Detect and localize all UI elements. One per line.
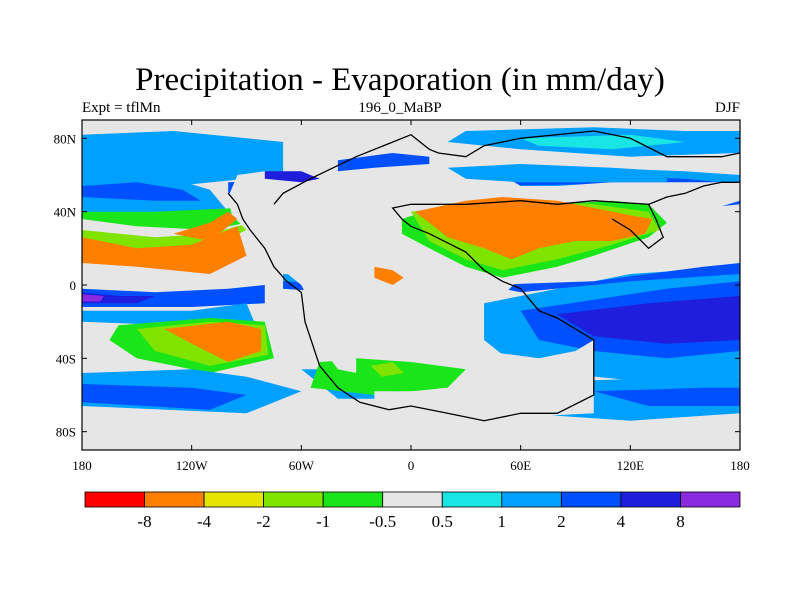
coastline-1 <box>227 181 740 422</box>
x-tick-label: 180 <box>72 458 92 473</box>
coastline-0 <box>273 130 740 205</box>
x-tick-label: 0 <box>408 458 415 473</box>
nh-high-lat-ocean <box>82 131 284 185</box>
land-gondwana-east <box>374 340 594 421</box>
north-pacific-storm <box>82 182 201 201</box>
contour-fields <box>82 127 740 421</box>
y-tick-label: 80S <box>56 425 76 440</box>
colorbar-label: -0.5 <box>369 512 396 531</box>
subtropic-pacific-orange <box>82 226 247 274</box>
y-tick-label: 80N <box>54 131 77 146</box>
y-tick-label: 40S <box>56 351 76 366</box>
colorbar-segment <box>382 491 443 508</box>
colorbar-label: 1 <box>498 512 507 531</box>
colorbar-label: -8 <box>137 512 151 531</box>
x-axis: 180 120W 60W 0 60E 120E 180 <box>72 120 750 473</box>
north-interior-blue <box>337 153 430 172</box>
plot-title: Precipitation - Evaporation (in mm/day) <box>135 62 665 98</box>
x-tick-label: 60W <box>289 458 315 473</box>
colorbar-segment <box>620 491 681 508</box>
se-orange-patch <box>173 211 238 241</box>
y-tick-label: 40N <box>54 205 77 220</box>
colorbar-label: -4 <box>197 512 212 531</box>
y-tick-label: 0 <box>70 278 77 293</box>
colorbar-label: -1 <box>316 512 330 531</box>
indian-ocean-core <box>557 296 740 344</box>
colorbar-segment <box>501 491 562 508</box>
land-outlines <box>227 130 740 422</box>
colorbar-segment <box>203 491 265 508</box>
x-tick-label: 120E <box>617 458 645 473</box>
colorbar-segment <box>561 491 622 508</box>
north-interior-dark <box>264 171 320 183</box>
colorbar-segment <box>680 491 741 508</box>
colorbar-segment <box>263 491 324 508</box>
x-tick-label: 60E <box>510 458 531 473</box>
experiment-label: Expt = tflMn <box>82 100 161 116</box>
colorbar-label: 0.5 <box>432 512 453 531</box>
colorbar-label: 8 <box>676 512 685 531</box>
colorbar-label: 2 <box>557 512 566 531</box>
arabia-orange <box>374 266 404 285</box>
season-label: DJF <box>714 100 740 116</box>
se-pacific-orange <box>164 321 262 362</box>
x-tick-label: 120W <box>176 458 209 473</box>
colorbar: -8 -4 -2 -1 -0.5 0.5 1 2 4 8 <box>84 491 741 531</box>
colorbar-segment <box>322 491 384 508</box>
south-africa-yellow <box>370 362 404 377</box>
northern-interior-cyan <box>447 164 667 183</box>
itcz-purple <box>82 294 104 302</box>
central-pangaea-orange <box>414 197 653 260</box>
x-tick-label: 180 <box>730 458 750 473</box>
colorbar-segment <box>144 491 205 508</box>
colorbar-label: -2 <box>257 512 271 531</box>
y-axis: 80N 40N 0 40S 80S <box>54 131 740 440</box>
southern-ocean-storm <box>82 384 247 410</box>
tropical-east-band <box>484 263 740 293</box>
period-label: 196_0_MaBP <box>358 100 442 116</box>
colorbar-label: 4 <box>617 512 626 531</box>
coastline-2 <box>611 204 664 250</box>
colorbar-segment <box>84 491 145 508</box>
southern-ocean-east-core <box>593 387 740 406</box>
colorbar-segment <box>441 491 503 508</box>
